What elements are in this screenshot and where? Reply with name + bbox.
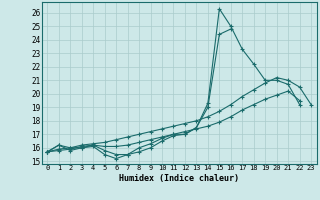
X-axis label: Humidex (Indice chaleur): Humidex (Indice chaleur) — [119, 174, 239, 183]
